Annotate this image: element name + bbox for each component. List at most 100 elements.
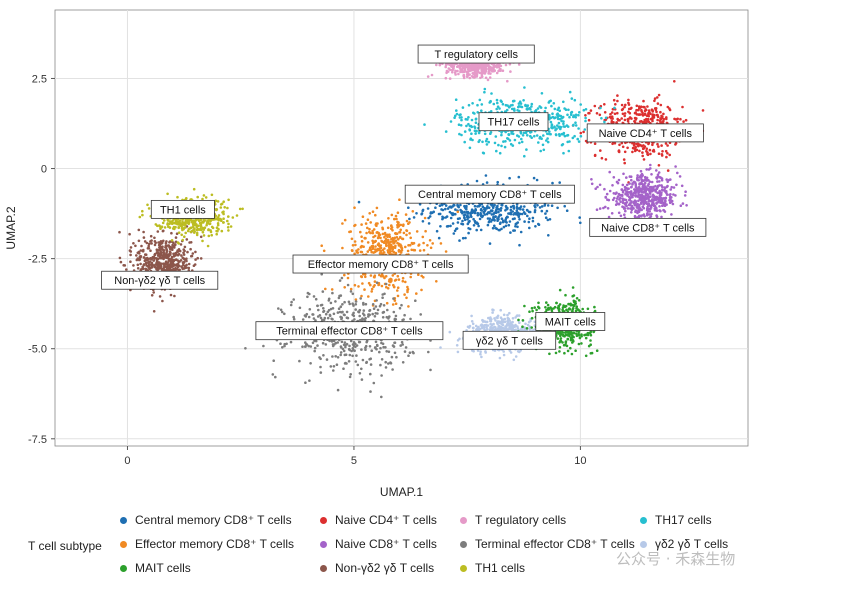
- data-point: [463, 140, 467, 144]
- data-point: [666, 184, 669, 188]
- data-point: [136, 251, 140, 255]
- data-point: [478, 64, 482, 68]
- data-point: [565, 124, 569, 127]
- data-point: [339, 305, 343, 309]
- data-point: [324, 287, 327, 291]
- data-point: [573, 98, 577, 102]
- data-point: [655, 209, 659, 212]
- data-point: [595, 208, 599, 211]
- data-point: [455, 344, 459, 347]
- data-point: [641, 113, 644, 116]
- data-point: [467, 216, 471, 219]
- data-point: [357, 285, 360, 288]
- data-point: [537, 306, 541, 310]
- data-point: [375, 281, 379, 285]
- data-point: [515, 203, 519, 206]
- data-point: [428, 215, 432, 218]
- data-point: [676, 171, 679, 175]
- data-point: [470, 118, 474, 122]
- data-point: [506, 104, 509, 107]
- data-point: [406, 249, 410, 253]
- data-point: [558, 346, 562, 349]
- data-point: [574, 309, 578, 313]
- data-point: [383, 235, 386, 239]
- data-point: [396, 211, 400, 214]
- data-point: [493, 224, 496, 228]
- data-point: [506, 137, 510, 141]
- data-point: [544, 106, 547, 110]
- data-point: [623, 114, 626, 118]
- data-point: [156, 230, 160, 233]
- data-point: [603, 187, 606, 191]
- data-point: [623, 150, 627, 154]
- data-point: [560, 143, 564, 147]
- data-point: [341, 246, 344, 250]
- data-point: [471, 75, 475, 79]
- data-point: [332, 365, 336, 368]
- data-point: [353, 206, 356, 209]
- data-point: [460, 118, 463, 122]
- data-point: [512, 358, 516, 362]
- data-point: [394, 314, 398, 318]
- data-point: [646, 117, 650, 121]
- data-point: [528, 226, 531, 230]
- data-point: [350, 237, 354, 241]
- data-point: [478, 71, 482, 75]
- data-point: [336, 311, 340, 314]
- data-point: [504, 220, 507, 223]
- data-point: [307, 315, 311, 319]
- data-point: [459, 113, 462, 116]
- data-point: [483, 210, 486, 213]
- data-point: [658, 191, 662, 195]
- data-point: [640, 108, 643, 112]
- data-point: [619, 200, 622, 203]
- series-6-points: [590, 163, 688, 236]
- data-point: [384, 242, 388, 246]
- data-point: [461, 236, 465, 240]
- data-point: [415, 292, 418, 295]
- data-point: [599, 106, 602, 110]
- data-point: [642, 146, 646, 150]
- data-point: [641, 205, 645, 208]
- data-point: [430, 73, 434, 77]
- data-point: [563, 134, 567, 138]
- data-point: [395, 236, 399, 239]
- data-point: [665, 178, 668, 181]
- data-point: [322, 310, 325, 314]
- data-point: [651, 149, 655, 153]
- data-point: [630, 185, 633, 189]
- data-point: [486, 205, 489, 208]
- data-point: [470, 314, 473, 318]
- data-point: [587, 118, 591, 122]
- data-point: [481, 140, 484, 144]
- data-point: [339, 353, 343, 357]
- data-point: [429, 368, 432, 372]
- data-point: [406, 287, 410, 291]
- data-point: [609, 112, 612, 116]
- data-point: [369, 357, 373, 361]
- data-point: [495, 98, 499, 102]
- data-point: [399, 228, 403, 232]
- data-point: [362, 273, 365, 276]
- data-point: [434, 206, 437, 209]
- data-point: [645, 214, 649, 217]
- data-point: [362, 245, 365, 248]
- data-point: [537, 222, 540, 226]
- data-point: [547, 101, 551, 104]
- data-point: [670, 185, 673, 189]
- data-point: [523, 154, 526, 158]
- data-point: [480, 103, 484, 106]
- data-point: [456, 350, 460, 354]
- data-point: [344, 361, 347, 365]
- data-point: [658, 180, 661, 183]
- data-point: [354, 243, 357, 247]
- data-point: [449, 216, 453, 220]
- data-point: [627, 187, 630, 190]
- data-point: [562, 120, 565, 123]
- data-point: [569, 302, 572, 306]
- data-point: [359, 275, 363, 278]
- data-point: [458, 132, 461, 136]
- data-point: [528, 217, 531, 220]
- data-point: [626, 193, 629, 196]
- data-point: [500, 318, 504, 321]
